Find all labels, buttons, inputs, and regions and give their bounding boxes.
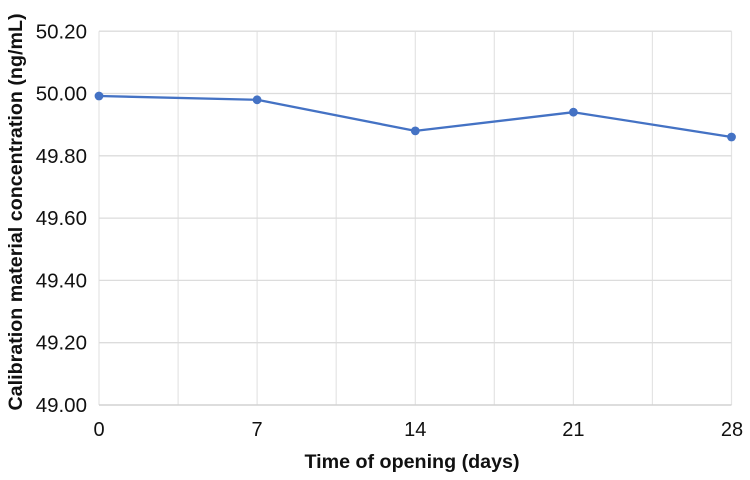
svg-text:14: 14 — [404, 419, 426, 441]
svg-text:49.60: 49.60 — [36, 207, 87, 230]
svg-text:50.20: 50.20 — [36, 20, 87, 43]
svg-text:21: 21 — [562, 419, 584, 441]
svg-text:Calibration material concentra: Calibration material concentration (ng/m… — [5, 13, 27, 410]
svg-text:49.00: 49.00 — [36, 394, 87, 417]
svg-text:50.00: 50.00 — [36, 83, 87, 106]
svg-text:28: 28 — [721, 419, 743, 441]
svg-text:0: 0 — [93, 419, 104, 441]
svg-text:Time of opening (days): Time of opening (days) — [304, 451, 519, 473]
svg-text:49.80: 49.80 — [36, 145, 87, 168]
svg-text:7: 7 — [252, 419, 263, 441]
svg-text:49.40: 49.40 — [36, 269, 87, 292]
svg-text:49.20: 49.20 — [36, 332, 87, 355]
